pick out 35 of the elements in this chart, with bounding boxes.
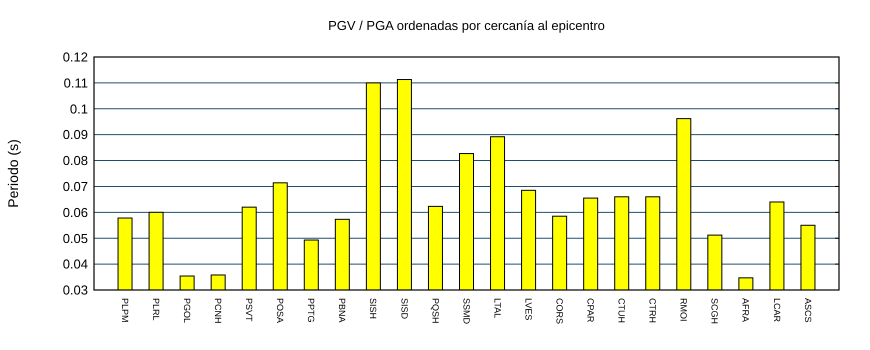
x-tick-label: PPTG xyxy=(306,298,316,323)
y-tick-label: 0.06 xyxy=(62,204,88,220)
y-tick-label: 0.09 xyxy=(62,127,88,142)
y-tick-label: 0.08 xyxy=(62,153,88,168)
x-tick-label: LVES xyxy=(523,298,534,320)
x-tick-label: ASCS xyxy=(802,298,813,323)
x-tick-label: LTAL xyxy=(492,298,502,318)
y-tick-label: 0.11 xyxy=(64,75,88,90)
y-tick-label: 0.04 xyxy=(62,256,88,272)
x-tick-label: RMOI xyxy=(678,298,689,322)
y-tick-label: 0.1 xyxy=(70,101,88,116)
x-tick-label: CTUH xyxy=(616,298,627,323)
x-tick-label: PBNA xyxy=(337,298,348,323)
x-tick-label: PGOL xyxy=(182,298,192,324)
y-tick-label: 0.05 xyxy=(62,230,88,246)
x-tick-label: PCNH xyxy=(213,298,224,324)
y-axis-title: Periodo (s) xyxy=(5,139,21,208)
x-tick-label: POSA xyxy=(275,298,286,324)
x-tick-label: AFRA xyxy=(740,298,751,322)
x-tick-label: SISH xyxy=(368,298,378,320)
x-tick-label: CPAR xyxy=(586,298,596,323)
chart-title: PGV / PGA ordenadas por cercanía al epicentro xyxy=(328,18,605,33)
x-tick-label: CORS xyxy=(554,298,564,324)
y-tick-label: 0.07 xyxy=(62,178,88,194)
y-tick-label: 0.12 xyxy=(62,50,88,65)
x-tick-label: PLRL xyxy=(150,298,161,321)
x-tick-label: SSMD xyxy=(461,298,472,325)
x-tick-label: SCGH xyxy=(710,298,720,324)
x-tick-label: SISD xyxy=(399,298,410,320)
y-tick-label: 0.03 xyxy=(62,282,88,298)
x-tick-label: CTRH xyxy=(648,298,658,323)
x-tick-label: LCAR xyxy=(772,298,782,323)
x-tick-label: PLPM xyxy=(120,298,130,323)
x-tick-label: PQSH xyxy=(430,298,440,324)
x-tick-label: PSVT xyxy=(244,298,254,322)
